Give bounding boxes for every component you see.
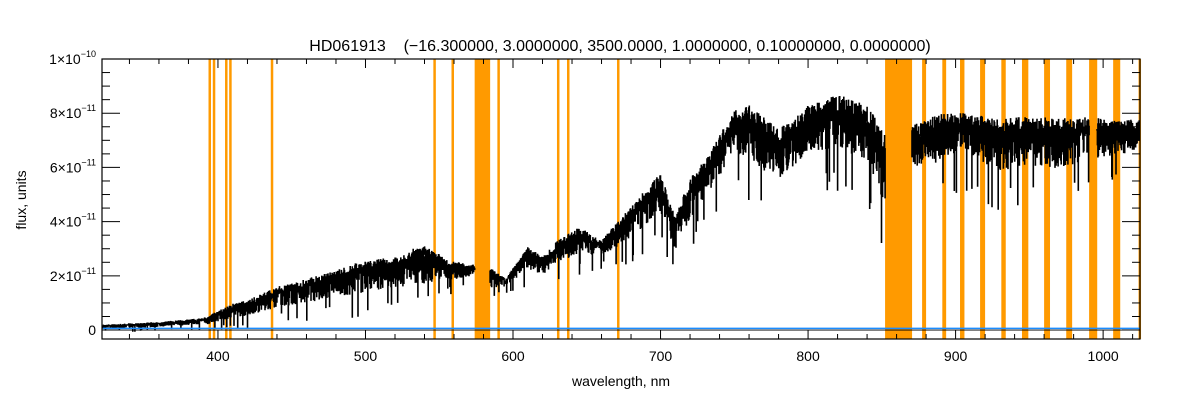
masked-region-band: [229, 59, 232, 339]
x-tick-label: 700: [649, 348, 673, 364]
y-tick-label: 0: [88, 322, 96, 338]
axes: [101, 58, 1141, 340]
plot-frame: [101, 58, 1141, 340]
y-axis-label: flux, units: [13, 170, 29, 229]
x-tick-label: 900: [944, 348, 968, 364]
masked-region-band: [1021, 59, 1029, 339]
masked-region-band: [556, 59, 560, 339]
y-tick-labels: 0 2×10−11 4×10−11 6×10−11 8×10−11 1×10−10: [49, 49, 96, 338]
y-tick-label: 2×10−11: [50, 266, 96, 284]
masked-region-band: [617, 59, 620, 339]
y-tick-label: 4×10−11: [50, 212, 96, 230]
masked-region-band: [567, 59, 570, 339]
x-tick-labels: 400 500 600 700 800 900 1000: [206, 348, 1119, 364]
masked-region-band: [451, 59, 454, 339]
x-tick-label: 1000: [1088, 348, 1119, 364]
masked-region-band: [225, 59, 228, 339]
masked-region-band: [474, 59, 491, 339]
spectrum-series: [102, 96, 1141, 332]
x-tick-label: 800: [796, 348, 820, 364]
masked-region-band: [1044, 59, 1051, 339]
masked-region-band: [942, 59, 947, 339]
masked-region-band: [1113, 59, 1121, 339]
masked-region-band: [208, 59, 212, 339]
masked-region-band: [922, 59, 927, 339]
masked-region-band: [885, 59, 913, 339]
x-tick-label: 600: [501, 348, 525, 364]
masked-region-band: [980, 59, 986, 339]
chart-title: HD061913 (−16.300000, 3.0000000, 3500.00…: [309, 38, 930, 55]
x-axis-label: wavelength, nm: [571, 373, 670, 389]
spectrum-line: [102, 96, 1141, 332]
masked-region-band: [497, 59, 500, 339]
masked-region-band: [212, 59, 216, 339]
x-tick-label: 500: [354, 348, 378, 364]
masked-region-band: [1066, 59, 1073, 339]
y-tick-label: 1×10−10: [49, 49, 96, 67]
masked-regions: [208, 59, 1142, 339]
y-tick-label: 8×10−11: [50, 103, 96, 121]
masked-region-band: [270, 59, 274, 339]
masked-region-band: [1089, 59, 1098, 339]
x-tick-label: 400: [206, 348, 230, 364]
y-tick-label: 6×10−11: [50, 157, 96, 175]
masked-region-band: [433, 59, 436, 339]
masked-region-band: [960, 59, 965, 339]
masked-region-band: [1001, 59, 1006, 339]
